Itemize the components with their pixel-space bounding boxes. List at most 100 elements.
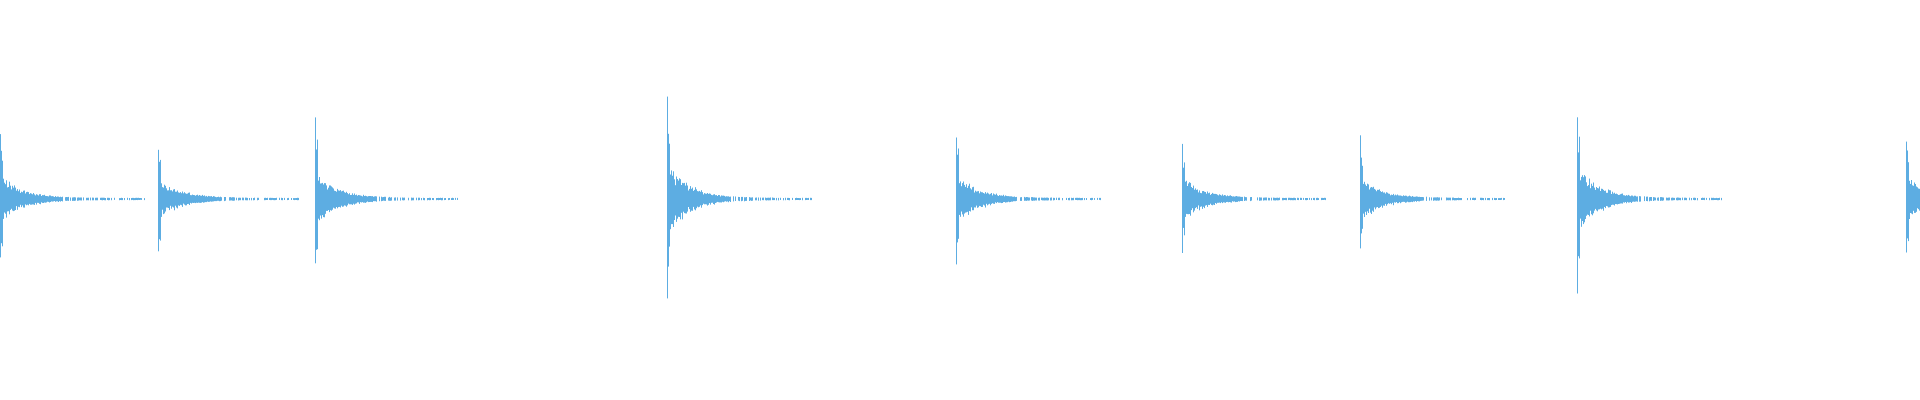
waveform-sample-bar	[275, 198, 276, 201]
waveform-sample-bar	[1199, 190, 1200, 211]
waveform-sample-bar	[1459, 198, 1460, 201]
waveform-sample-bar	[671, 170, 672, 225]
waveform-sample-bar	[1056, 197, 1057, 200]
waveform-sample-bar	[1072, 198, 1073, 201]
waveform-sample-bar	[967, 187, 968, 212]
waveform-sample-bar	[333, 188, 334, 208]
waveform-sample-bar	[1619, 194, 1620, 204]
waveform-sample-bar	[1480, 197, 1481, 200]
waveform-sample-bar	[436, 198, 437, 201]
waveform-sample-bar	[1209, 192, 1210, 205]
waveform-sample-bar	[412, 197, 413, 201]
waveform-sample-bar	[87, 197, 88, 201]
waveform-sample-bar	[93, 197, 94, 201]
transient-7	[1360, 135, 1505, 249]
waveform-sample-bar	[342, 190, 343, 207]
waveform-sample-bar	[246, 197, 247, 201]
waveform-sample-bar	[1626, 195, 1627, 204]
waveform-sample-bar	[1032, 197, 1033, 201]
waveform-sample-bar	[1693, 197, 1694, 200]
waveform-sample-bar	[970, 188, 971, 212]
waveform-sample-bar	[390, 197, 391, 201]
waveform-sample-bar	[1054, 197, 1055, 201]
waveform-sample-bar	[1211, 194, 1212, 205]
waveform-sample-bar	[337, 188, 338, 209]
waveform-sample-bar	[264, 197, 265, 201]
waveform-sample-bar	[1429, 197, 1430, 201]
waveform-sample-bar	[213, 196, 214, 202]
waveform-sample-bar	[1068, 198, 1069, 201]
waveform-sample-bar	[216, 197, 217, 202]
waveform-sample-bar	[694, 189, 695, 210]
waveform-sample-bar	[427, 198, 428, 201]
waveform-sample-bar	[1020, 197, 1021, 201]
waveform-sample-bar	[79, 197, 80, 201]
waveform-sample-bar	[1378, 189, 1379, 209]
waveform-sample-bar	[161, 183, 162, 217]
waveform-sample-bar	[169, 187, 170, 211]
waveform-sample-bar	[778, 197, 779, 201]
waveform-sample-bar	[1657, 197, 1658, 201]
waveform-sample-bar	[795, 198, 796, 201]
waveform-sample-bar	[685, 185, 686, 214]
waveform-sample-bar	[1003, 194, 1004, 203]
waveform-sample-bar	[1404, 195, 1405, 202]
waveform-sample-bar	[1604, 190, 1605, 207]
waveform-sample-bar	[738, 196, 739, 201]
waveform-sample-bar	[173, 189, 174, 208]
waveform-sample-bar	[350, 195, 351, 205]
waveform-sample-bar	[269, 197, 270, 200]
transient-5	[956, 137, 1101, 265]
waveform-sample-bar	[1906, 141, 1907, 253]
waveform-sample-bar	[189, 192, 190, 205]
waveform-sample-bar	[676, 176, 677, 222]
waveform-sample-bar	[1412, 196, 1413, 203]
waveform-sample-bar	[138, 197, 139, 200]
waveform-sample-bar	[68, 196, 69, 201]
waveform-sample-bar	[352, 193, 353, 205]
waveform-sample-bar	[382, 197, 383, 201]
waveform-sample-bar	[43, 195, 44, 203]
waveform-sample-bar	[102, 197, 103, 201]
waveform-sample-bar	[1221, 195, 1222, 203]
waveform-sample-bar	[1650, 197, 1651, 201]
waveform-sample-bar	[62, 196, 63, 202]
waveform-sample-bar	[990, 193, 991, 206]
waveform-sample-bar	[343, 190, 344, 207]
waveform-sample-bar	[1647, 196, 1648, 202]
waveform-sample-bar	[127, 197, 128, 200]
waveform-sample-bar	[210, 196, 211, 202]
waveform-sample-bar	[1418, 196, 1419, 202]
waveform-sample-bar	[1586, 182, 1587, 216]
waveform-sample-bar	[1402, 196, 1403, 202]
waveform-sample-bar	[258, 197, 259, 200]
waveform-sample-bar	[320, 183, 321, 216]
waveform-sample-bar	[1362, 165, 1363, 229]
waveform-sample-bar	[1458, 197, 1459, 201]
waveform-sample-bar	[279, 197, 280, 200]
waveform-sample-bar	[8, 187, 9, 212]
waveform-sample-bar	[1227, 195, 1228, 202]
waveform-sample-bar	[716, 195, 717, 203]
waveform-sample-bar	[1381, 192, 1382, 206]
waveform-sample-bar	[6, 180, 7, 218]
waveform-sample-bar	[1376, 191, 1377, 208]
waveform-sample-bar	[964, 184, 965, 214]
waveform-sample-bar	[1050, 197, 1051, 201]
waveform-sample-bar	[1024, 196, 1025, 201]
waveform-sample-bar	[207, 196, 208, 202]
waveform-sample-bar	[960, 181, 961, 217]
waveform-sample-bar	[242, 197, 243, 201]
waveform-sample-bar	[1100, 197, 1101, 201]
waveform-sample-bar	[1204, 191, 1205, 209]
waveform-sample-bar	[1184, 162, 1185, 236]
waveform-sample-bar	[361, 195, 362, 203]
waveform-sample-bar	[1324, 197, 1325, 200]
waveform-sample-bar	[996, 193, 997, 204]
waveform-sample-bar	[1420, 197, 1421, 201]
waveform-sample-bar	[688, 190, 689, 207]
waveform-sample-bar	[1294, 197, 1295, 201]
waveform-sample-bar	[201, 195, 202, 203]
waveform-sample-bar	[980, 191, 981, 207]
